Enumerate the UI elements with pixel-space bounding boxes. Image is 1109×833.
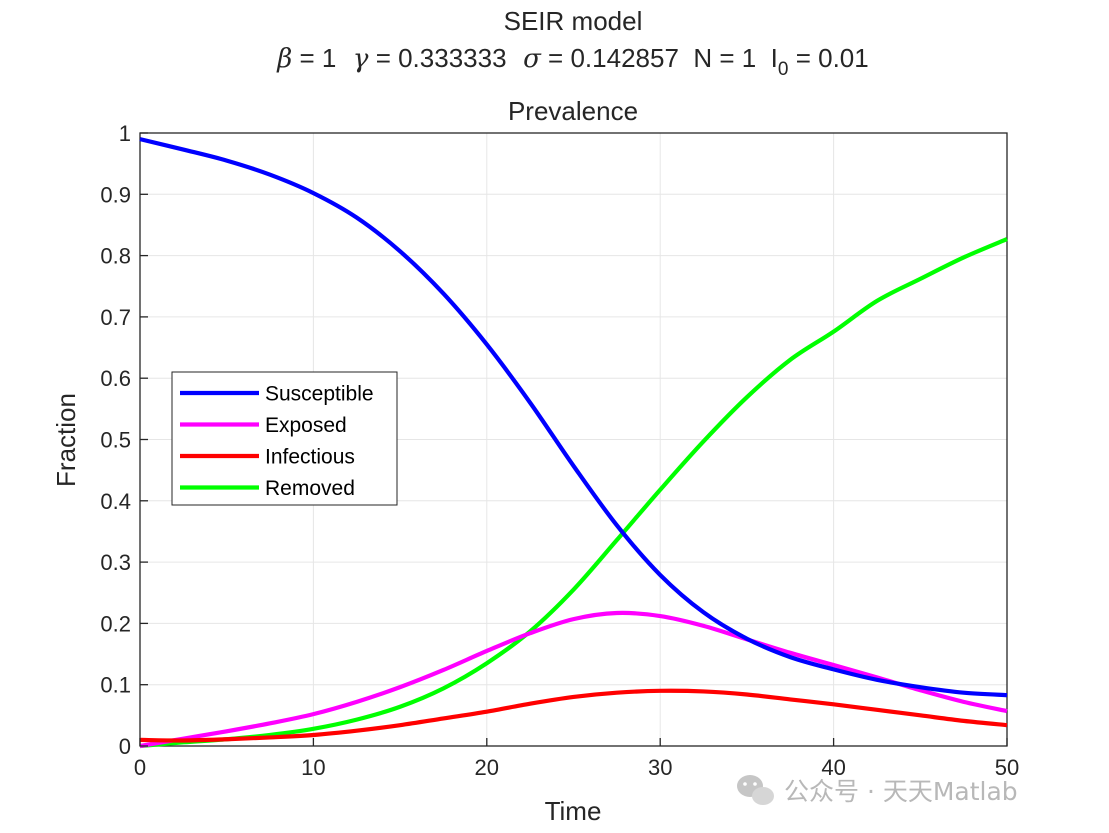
y-tick-label: 0.2 xyxy=(100,611,131,636)
y-tick-label: 0.9 xyxy=(100,182,131,207)
series-line-removed xyxy=(139,237,1008,749)
param-symbol: I xyxy=(756,43,778,73)
param-symbol: β xyxy=(276,44,292,74)
wechat-icon xyxy=(737,775,774,805)
x-tick-label: 20 xyxy=(475,755,499,780)
chart-title: Prevalence xyxy=(508,96,638,126)
series-line-exposed xyxy=(139,610,1008,749)
legend: Susceptible Exposed Infectious Removed xyxy=(171,371,398,506)
legend-label: Infectious xyxy=(265,446,355,469)
y-tick-label: 0.8 xyxy=(100,244,131,269)
chart-suptitle: SEIR model xyxy=(504,6,643,36)
y-tick-label: 0.3 xyxy=(100,550,131,575)
y-tick-label: 0.7 xyxy=(100,305,131,330)
parameter-line: β = 1 γ = 0.333333 σ = 0.142857 N = 1 I0… xyxy=(276,43,868,80)
param-value: N = 1 xyxy=(679,43,756,73)
param-value: = 1 xyxy=(292,43,336,73)
x-tick-label: 10 xyxy=(301,755,325,780)
param-subscript: 0 xyxy=(778,59,789,80)
legend-label: Removed xyxy=(265,477,355,500)
x-axis-label: Time xyxy=(545,796,602,826)
series-line-susceptible xyxy=(139,137,1008,698)
x-tick-label: 30 xyxy=(648,755,672,780)
param-value: = 0.333333 xyxy=(368,43,506,73)
param-value: = 0.01 xyxy=(788,43,868,73)
series-line-infectious xyxy=(139,688,1008,743)
param-value: = 0.142857 xyxy=(541,43,679,73)
param-symbol: γ xyxy=(336,44,369,74)
y-tick-label: 0.5 xyxy=(100,428,131,453)
watermark-text: 公众号 · 天天Matlab xyxy=(784,777,1018,806)
y-tick-label: 1 xyxy=(119,121,131,146)
y-tick-label: 0 xyxy=(119,734,131,759)
legend-item-removed: Removed xyxy=(180,477,355,500)
x-tick-label: 40 xyxy=(821,755,845,780)
legend-item-exposed: Exposed xyxy=(180,414,347,437)
y-axis-label: Fraction xyxy=(51,393,81,487)
series-layer xyxy=(139,137,1008,749)
watermark: 公众号 · 天天Matlab xyxy=(737,775,1018,806)
axis-ticks: 0 10 20 30 40 50 0 0.1 0.2 0.3 0.4 0.5 0.6 0.7 0.8 0.9 1 xyxy=(100,121,1019,780)
x-tick-label: 50 xyxy=(995,755,1019,780)
y-tick-label: 0.1 xyxy=(100,673,131,698)
legend-label: Susceptible xyxy=(265,383,374,406)
legend-label: Exposed xyxy=(265,414,347,437)
x-tick-label: 0 xyxy=(134,755,146,780)
legend-item-infectious: Infectious xyxy=(180,446,355,469)
y-tick-label: 0.4 xyxy=(100,489,131,514)
param-symbol: σ xyxy=(507,44,543,74)
y-tick-label: 0.6 xyxy=(100,366,131,391)
legend-item-susceptible: Susceptible xyxy=(180,383,374,406)
